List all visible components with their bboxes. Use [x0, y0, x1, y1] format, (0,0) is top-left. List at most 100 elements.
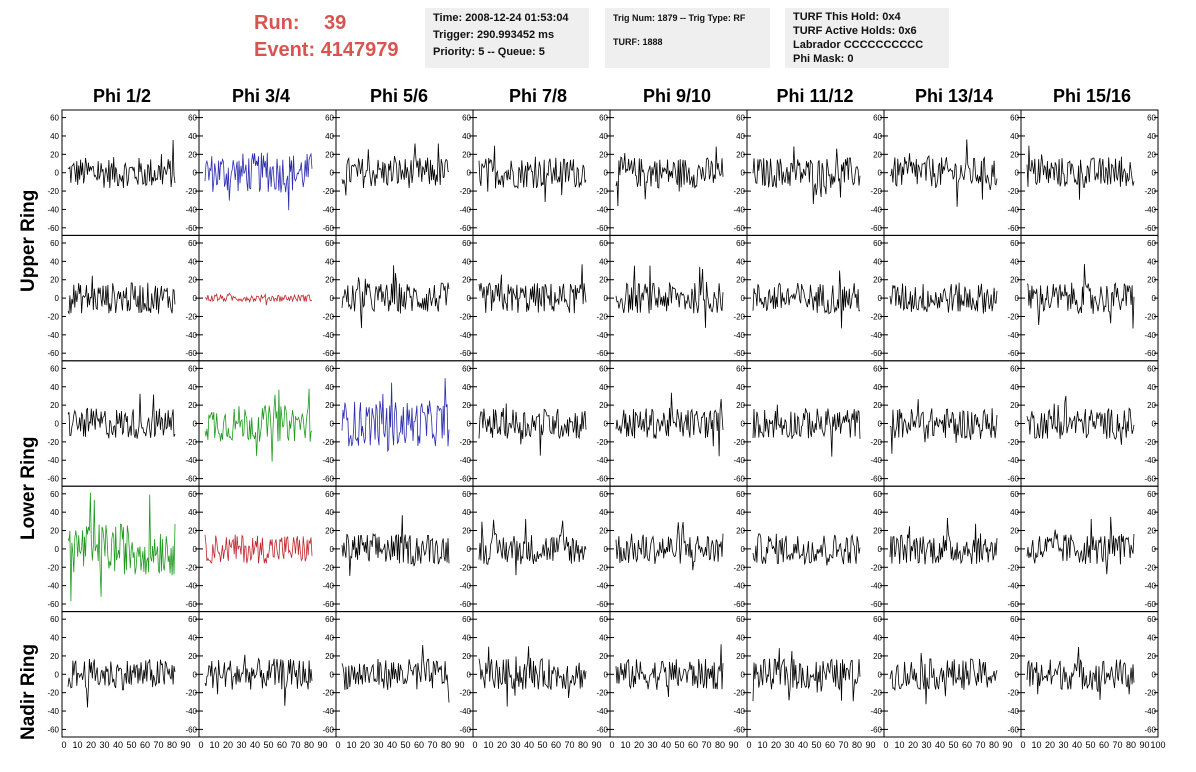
y-tick-label: 20: [50, 527, 59, 536]
y-tick-label: -40: [47, 582, 59, 591]
y-tick-label: 20: [325, 401, 334, 410]
y-tick-label: -20: [47, 563, 59, 572]
y-tick-label: -40: [1144, 331, 1156, 340]
y-tick-label: -60: [459, 475, 471, 484]
y-tick-label: 40: [188, 132, 197, 141]
y-tick-label: 40: [50, 634, 59, 643]
y-tick-label: -40: [185, 456, 197, 465]
y-tick-label: -20: [1144, 438, 1156, 447]
y-tick-label: -60: [47, 475, 59, 484]
y-tick-label: 60: [599, 490, 608, 499]
y-tick-label: -60: [1007, 600, 1019, 609]
x-tick-label: 60: [140, 740, 150, 750]
x-tick-label: 60: [825, 740, 835, 750]
waveform-trace: [615, 392, 724, 457]
x-tick-label: 90: [1139, 740, 1149, 750]
y-tick-label: -20: [733, 187, 745, 196]
x-tick-label: 10: [1031, 740, 1041, 750]
y-tick-label: -60: [733, 224, 745, 233]
y-tick-label: -20: [185, 438, 197, 447]
y-tick-label: -20: [1007, 689, 1019, 698]
y-tick-label: 20: [188, 401, 197, 410]
y-tick-label: -60: [47, 600, 59, 609]
waveform-trace: [615, 265, 724, 328]
y-tick-label: -40: [459, 205, 471, 214]
x-tick-label: 60: [277, 740, 287, 750]
y-tick-label: -20: [47, 689, 59, 698]
waveform-trace: [889, 652, 998, 705]
y-tick-label: 20: [599, 401, 608, 410]
phimask-text: Phi Mask: 0: [793, 53, 854, 65]
y-tick-label: 60: [188, 364, 197, 373]
y-tick-label: -20: [459, 438, 471, 447]
x-tick-label: 90: [728, 740, 738, 750]
x-tick-label: 70: [427, 740, 437, 750]
y-tick-label: -20: [1007, 312, 1019, 321]
y-tick-label: 0: [604, 294, 609, 303]
y-tick-label: 0: [55, 670, 60, 679]
y-tick-label: -60: [1144, 475, 1156, 484]
y-tick-label: -40: [733, 582, 745, 591]
x-tick-label: 60: [551, 740, 561, 750]
waveform-trace: [1026, 145, 1135, 200]
y-tick-label: -40: [1007, 707, 1019, 716]
y-tick-label: 40: [462, 257, 471, 266]
waveform-trace: [67, 275, 176, 315]
y-tick-label: -60: [322, 224, 334, 233]
waveform-trace: [204, 292, 313, 306]
x-tick-label: 10: [620, 740, 630, 750]
y-tick-label: -20: [870, 187, 882, 196]
y-tick-label: 40: [50, 257, 59, 266]
y-tick-label: 40: [1147, 132, 1156, 141]
y-tick-label: 40: [736, 634, 745, 643]
y-tick-label: 0: [467, 169, 472, 178]
y-tick-label: -60: [459, 349, 471, 358]
x-tick-label: 10: [894, 740, 904, 750]
x-tick-label: 20: [771, 740, 781, 750]
y-tick-label: 60: [736, 615, 745, 624]
y-tick-label: 60: [325, 114, 334, 123]
y-tick-label: 40: [1010, 257, 1019, 266]
x-tick-label: 30: [373, 740, 383, 750]
y-tick-label: 60: [599, 114, 608, 123]
turf-text: TURF: 1888: [613, 37, 663, 47]
y-tick-label: 60: [873, 364, 882, 373]
y-tick-label: 60: [325, 364, 334, 373]
x-tick-label: 50: [400, 740, 410, 750]
y-tick-label: -40: [322, 707, 334, 716]
y-tick-label: -20: [459, 689, 471, 698]
y-tick-label: 0: [604, 169, 609, 178]
y-tick-label: -40: [1144, 707, 1156, 716]
y-tick-label: 40: [325, 508, 334, 517]
y-tick-label: 20: [1147, 401, 1156, 410]
y-tick-label: 20: [325, 527, 334, 536]
y-tick-label: -40: [1144, 582, 1156, 591]
y-tick-label: 20: [462, 150, 471, 159]
y-tick-label: 0: [330, 545, 335, 554]
y-tick-label: 20: [50, 652, 59, 661]
x-tick-label: 40: [387, 740, 397, 750]
waveform-trace: [341, 143, 450, 196]
y-tick-label: -20: [870, 312, 882, 321]
x-tick-label: 70: [564, 740, 574, 750]
y-tick-label: -20: [322, 312, 334, 321]
y-tick-label: 20: [462, 527, 471, 536]
trigger-text: Trigger: 290.993452 ms: [433, 29, 555, 41]
y-tick-label: -20: [185, 187, 197, 196]
x-tick-label: 40: [113, 740, 123, 750]
y-tick-label: 0: [330, 294, 335, 303]
waveform-panel: [472, 611, 611, 738]
y-tick-label: 0: [878, 294, 883, 303]
y-tick-label: 20: [1147, 527, 1156, 536]
x-tick-label: 40: [1072, 740, 1082, 750]
y-tick-label: 0: [741, 670, 746, 679]
x-tick-label: 30: [784, 740, 794, 750]
column-header-phi-1-2: Phi 1/2: [92, 86, 152, 106]
y-tick-label: 60: [1147, 490, 1156, 499]
x-tick-label: 60: [688, 740, 698, 750]
event-value: 4147979: [320, 39, 399, 61]
x-tick-label: 50: [948, 740, 958, 750]
y-tick-label: -60: [1007, 475, 1019, 484]
y-tick-label: -20: [322, 438, 334, 447]
y-tick-label: -20: [1007, 563, 1019, 572]
